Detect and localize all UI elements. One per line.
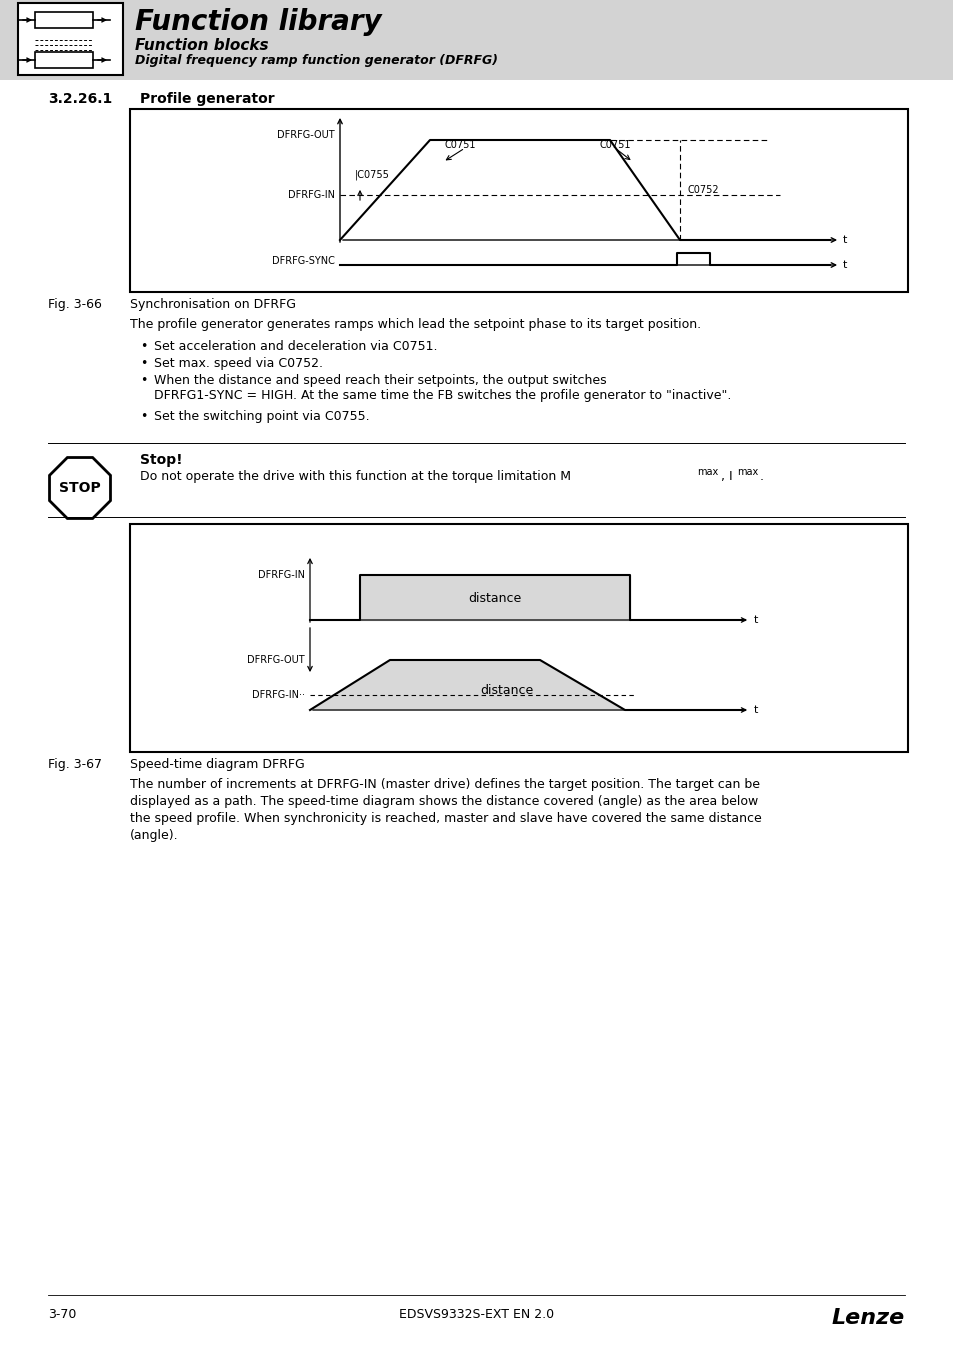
Bar xyxy=(35,12,92,28)
Text: Stop!: Stop! xyxy=(140,454,182,467)
Text: , I: , I xyxy=(720,470,732,483)
Text: C0752: C0752 xyxy=(687,185,719,194)
Text: Function blocks: Function blocks xyxy=(135,38,269,53)
Text: Function library: Function library xyxy=(135,8,381,36)
Text: t: t xyxy=(842,261,846,270)
Text: •: • xyxy=(140,340,147,352)
Text: •: • xyxy=(140,356,147,370)
Text: 3.2.26.1: 3.2.26.1 xyxy=(48,92,112,107)
Text: distance: distance xyxy=(468,591,521,605)
Text: max: max xyxy=(737,467,758,477)
Text: EDSVS9332S-EXT EN 2.0: EDSVS9332S-EXT EN 2.0 xyxy=(399,1308,554,1322)
Text: The number of increments at DFRFG-IN (master drive) defines the target position.: The number of increments at DFRFG-IN (ma… xyxy=(130,778,760,842)
Text: Speed-time diagram DFRFG: Speed-time diagram DFRFG xyxy=(130,757,304,771)
Text: STOP: STOP xyxy=(59,481,101,495)
Text: distance: distance xyxy=(480,683,533,697)
Bar xyxy=(130,524,907,752)
Text: Synchronisation on DFRFG: Synchronisation on DFRFG xyxy=(130,298,295,311)
Text: t: t xyxy=(753,616,758,625)
Text: Do not operate the drive with this function at the torque limitation M: Do not operate the drive with this funct… xyxy=(140,470,571,483)
Text: max: max xyxy=(697,467,718,477)
Polygon shape xyxy=(359,575,629,620)
Text: DFRFG-OUT: DFRFG-OUT xyxy=(247,655,305,666)
Text: t: t xyxy=(842,235,846,244)
Text: DFRFG-IN··: DFRFG-IN·· xyxy=(252,690,305,701)
Text: DFRFG-IN: DFRFG-IN xyxy=(257,570,305,580)
Text: C0751: C0751 xyxy=(444,140,476,150)
Text: Fig. 3-67: Fig. 3-67 xyxy=(48,757,102,771)
Bar xyxy=(130,109,907,292)
Text: 3-70: 3-70 xyxy=(48,1308,76,1322)
Text: Set max. speed via C0752.: Set max. speed via C0752. xyxy=(153,356,323,370)
Bar xyxy=(35,53,92,68)
Text: t: t xyxy=(753,705,758,716)
Text: Set the switching point via C0755.: Set the switching point via C0755. xyxy=(153,410,369,423)
Polygon shape xyxy=(50,458,111,518)
Text: DFRFG-IN: DFRFG-IN xyxy=(288,190,335,200)
Text: |C0755: |C0755 xyxy=(355,170,390,181)
Text: DFRFG-SYNC: DFRFG-SYNC xyxy=(272,256,335,266)
Bar xyxy=(0,0,953,80)
Polygon shape xyxy=(310,660,744,710)
Text: C0751: C0751 xyxy=(599,140,631,150)
Text: Lenze: Lenze xyxy=(831,1308,904,1328)
Text: Profile generator: Profile generator xyxy=(140,92,274,107)
Text: DFRFG-OUT: DFRFG-OUT xyxy=(277,130,335,140)
Text: .: . xyxy=(760,470,763,483)
Text: Digital frequency ramp function generator (DFRFG): Digital frequency ramp function generato… xyxy=(135,54,497,68)
Text: The profile generator generates ramps which lead the setpoint phase to its targe: The profile generator generates ramps wh… xyxy=(130,319,700,331)
Text: •: • xyxy=(140,410,147,423)
Text: Fig. 3-66: Fig. 3-66 xyxy=(48,298,102,311)
Text: •: • xyxy=(140,374,147,387)
Text: DFRFG1-SYNC = HIGH. At the same time the FB switches the profile generator to "i: DFRFG1-SYNC = HIGH. At the same time the… xyxy=(153,389,731,402)
Bar xyxy=(18,3,123,76)
Text: When the distance and speed reach their setpoints, the output switches: When the distance and speed reach their … xyxy=(153,374,606,387)
Text: Set acceleration and deceleration via C0751.: Set acceleration and deceleration via C0… xyxy=(153,340,437,352)
